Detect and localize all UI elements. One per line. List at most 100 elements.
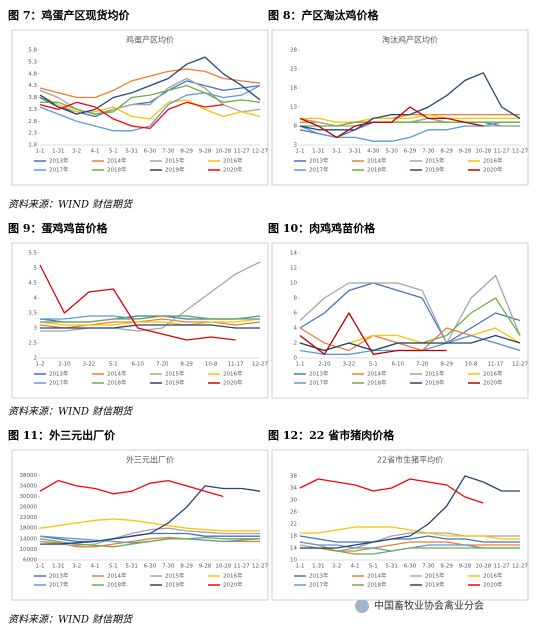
legend-label: 2013年 bbox=[309, 370, 329, 378]
y-tick-label: 1.8 bbox=[28, 143, 37, 149]
x-tick-label: 11-27 bbox=[234, 149, 250, 155]
series-line bbox=[40, 84, 261, 115]
legend-label: 2014年 bbox=[367, 572, 387, 580]
chart-frame bbox=[271, 449, 529, 601]
y-tick-label: 5.5 bbox=[28, 251, 37, 257]
figure-caption: 图 7：鸡蛋产区现货均价 bbox=[8, 8, 130, 22]
x-tick-label: 3-1 bbox=[332, 149, 341, 155]
legend-label: 2019年 bbox=[425, 581, 445, 589]
legend-label: 2016年 bbox=[223, 572, 243, 580]
y-tick-label: 12 bbox=[290, 266, 297, 272]
y-tick-label: 4.3 bbox=[28, 83, 37, 89]
legend-label: 2014年 bbox=[107, 572, 127, 580]
x-tick-label: 1-31 bbox=[312, 149, 324, 155]
legend-label: 2019年 bbox=[165, 581, 185, 589]
x-tick-label: 3-2 bbox=[72, 564, 81, 570]
x-tick-label: 10-8 bbox=[205, 362, 218, 368]
y-tick-label: 22 bbox=[290, 522, 297, 528]
series-line bbox=[39, 68, 261, 99]
figure-caption: 图 8：产区淘汰鸡价格 bbox=[268, 8, 379, 22]
y-tick-label: 22000 bbox=[20, 515, 38, 521]
x-tick-label: 1-31 bbox=[52, 564, 64, 570]
x-tick-label: 11-17 bbox=[228, 362, 244, 368]
legend-label: 2015年 bbox=[425, 157, 445, 165]
x-tick-label: 8-29 bbox=[440, 564, 453, 570]
y-tick-label: 13 bbox=[290, 105, 297, 111]
series-line bbox=[39, 94, 261, 120]
source: 资料来源：WIND 财信期货 bbox=[8, 614, 134, 626]
figure-caption: 图 10：肉鸡鸡苗价格 bbox=[268, 221, 376, 235]
y-tick-label: 6000 bbox=[23, 558, 37, 564]
y-tick-label: 5.8 bbox=[28, 48, 37, 54]
y-tick-label: 5.3 bbox=[28, 59, 37, 65]
x-tick-label: 1-1 bbox=[296, 564, 305, 570]
y-tick-label: 4 bbox=[34, 296, 38, 302]
series-line bbox=[299, 282, 521, 344]
y-tick-label: 30 bbox=[290, 498, 297, 504]
x-tick-label: 10-28 bbox=[215, 564, 231, 570]
series-line bbox=[39, 56, 261, 115]
legend-label: 2019年 bbox=[425, 166, 445, 174]
x-tick-label: 3-22 bbox=[343, 362, 355, 368]
x-tick-label: 1-1 bbox=[296, 362, 305, 368]
legend-label: 2016年 bbox=[483, 157, 503, 165]
legend-label: 2015年 bbox=[165, 370, 185, 378]
x-tick-label: 5-1 bbox=[109, 362, 118, 368]
x-tick-label: 3-22 bbox=[83, 362, 95, 368]
x-tick-label: 4-1 bbox=[351, 564, 360, 570]
source: 资料来源：WIND 财信期货 bbox=[8, 199, 134, 211]
series-line bbox=[39, 264, 236, 341]
legend-label: 2020年 bbox=[223, 379, 243, 387]
legend-label: 2014年 bbox=[367, 157, 387, 165]
series-line bbox=[299, 274, 521, 344]
y-tick-label: 3.3 bbox=[28, 107, 37, 113]
series-line bbox=[39, 536, 260, 548]
x-tick-label: 11-27 bbox=[494, 149, 510, 155]
y-tick-label: 3 bbox=[294, 143, 298, 149]
series-line bbox=[299, 535, 520, 543]
legend-label: 2018年 bbox=[367, 581, 387, 589]
x-tick-label: 6-10 bbox=[392, 362, 405, 368]
y-tick-label: 18 bbox=[290, 86, 297, 92]
legend-label: 2017年 bbox=[309, 581, 329, 589]
x-tick-label: 10-8 bbox=[465, 362, 478, 368]
series-line bbox=[300, 113, 520, 123]
x-tick-label: 6-30 bbox=[404, 564, 417, 570]
y-tick-label: 4.8 bbox=[28, 71, 37, 77]
x-tick-label: 10-28 bbox=[475, 149, 491, 155]
chart-frame bbox=[11, 449, 269, 601]
y-tick-label: 26 bbox=[290, 510, 297, 516]
y-tick-label: 34000 bbox=[20, 483, 38, 489]
x-tick-label: 1-1 bbox=[36, 149, 45, 155]
legend-label: 2016年 bbox=[483, 572, 503, 580]
x-tick-label: 1-31 bbox=[52, 149, 64, 155]
legend-label: 2018年 bbox=[107, 166, 127, 174]
legend-label: 2013年 bbox=[309, 157, 329, 165]
x-tick-label: 3-2 bbox=[332, 564, 341, 570]
legend-label: 2018年 bbox=[107, 379, 127, 387]
x-tick-label: 12-27 bbox=[252, 149, 268, 155]
legend-label: 2016年 bbox=[223, 370, 243, 378]
series-line bbox=[39, 527, 260, 547]
series-line bbox=[300, 121, 520, 127]
legend-label: 2020年 bbox=[483, 379, 503, 387]
y-tick-label: 2 bbox=[34, 356, 38, 362]
x-tick-label: 4-30 bbox=[367, 149, 380, 155]
x-tick-label: 1-31 bbox=[312, 564, 324, 570]
series-line bbox=[299, 334, 521, 352]
y-tick-label: 5 bbox=[34, 266, 38, 272]
x-tick-label: 8-29 bbox=[440, 362, 453, 368]
legend-label: 2013年 bbox=[49, 572, 69, 580]
figure-caption: 图 12：22 省市猪肉价格 bbox=[268, 428, 395, 442]
watermark: 中国畜牧业协会禽业分会 bbox=[374, 599, 484, 612]
y-tick-label: 38 bbox=[290, 474, 297, 480]
x-tick-label: 5-31 bbox=[125, 149, 137, 155]
x-tick-label: 7-30 bbox=[162, 149, 175, 155]
legend-label: 2017年 bbox=[49, 166, 69, 174]
y-tick-label: 0 bbox=[294, 356, 298, 362]
x-tick-label: 9-28 bbox=[459, 149, 472, 155]
y-tick-label: 38000 bbox=[20, 473, 38, 479]
x-tick-label: 2-10 bbox=[58, 362, 71, 368]
y-tick-label: 3 bbox=[34, 326, 38, 332]
